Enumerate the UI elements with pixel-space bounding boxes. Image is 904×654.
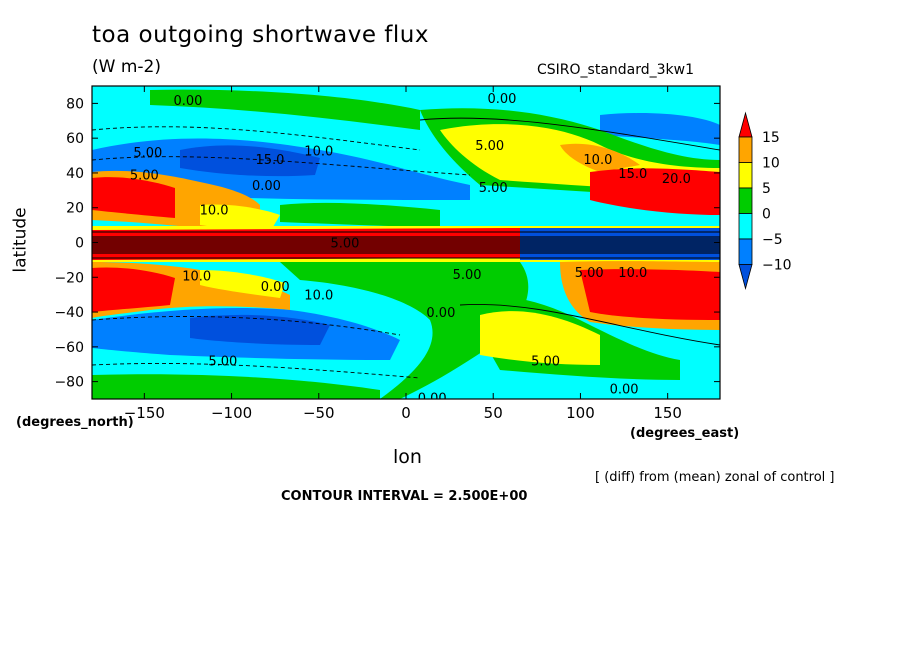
contour-label: 5.00 [531, 355, 560, 370]
colorbar-label: −10 [762, 258, 792, 274]
x-axis-label: lon [393, 446, 422, 468]
colorbar-swatch [738, 187, 753, 214]
contour-label: 5.00 [453, 268, 482, 283]
colorbar-label: 0 [762, 207, 771, 223]
colorbar-arrow-bottom [738, 264, 753, 291]
y-tick-label: 20 [66, 201, 84, 217]
y-tick-label: 60 [66, 131, 84, 147]
contour-interval: CONTOUR INTERVAL = 2.500E+00 [281, 489, 528, 504]
x-tick-label: −100 [211, 404, 252, 422]
colorbar-label: −5 [762, 232, 783, 248]
model-name: CSIRO_standard_3kw1 [537, 62, 695, 78]
contour-label: 5.00 [475, 139, 504, 154]
contour-label: 10.0 [583, 153, 612, 168]
contour-label: 0.00 [610, 383, 639, 398]
contour-label: 20.0 [662, 172, 691, 187]
contour-label: 5.00 [575, 266, 604, 281]
contour-label: 0.00 [418, 391, 447, 406]
y-ticks: 80 60 40 20 0 −20 −40 −60 −80 [54, 96, 720, 391]
x-tick-label: 0 [401, 404, 411, 422]
difference-note: [ (diff) from (mean) zonal of control ] [595, 470, 835, 485]
colorbar-label: 10 [762, 156, 780, 172]
chart-title: toa outgoing shortwave flux [92, 22, 429, 48]
colorbar: 15 10 5 0 −5 −10 [738, 111, 792, 291]
y-tick-label: 0 [75, 236, 84, 252]
y-tick-label: −40 [54, 305, 84, 321]
chart-units: (W m-2) [92, 57, 161, 77]
contour-label: 10.0 [182, 270, 211, 285]
contour-label: 0.00 [252, 179, 281, 194]
contour-label: 0.00 [173, 94, 202, 109]
y-axis-unit: (degrees_north) [16, 415, 134, 430]
y-tick-label: −60 [54, 340, 84, 356]
colorbar-arrow-top [738, 111, 753, 138]
contour-label-group: 0.00 0.00 5.00 5.00 15.0 10.0 10.0 15.0 20.0 5.00… [130, 92, 691, 406]
colorbar-swatch [738, 213, 753, 240]
contour-label: 10.0 [618, 266, 647, 281]
colorbar-swatch [738, 162, 753, 189]
x-tick-label: 150 [653, 404, 682, 422]
contour-label: 5.00 [330, 237, 359, 252]
contour-label: 5.00 [133, 146, 162, 161]
x-tick-label: 100 [566, 404, 595, 422]
contour-label: 0.00 [261, 280, 290, 295]
x-ticks: −150 −100 −50 0 50 100 150 [124, 86, 682, 422]
contour-label: 10.0 [304, 144, 333, 159]
x-tick-label: −50 [303, 404, 335, 422]
colorbar-swatch [738, 238, 753, 265]
contour-label: 5.00 [208, 355, 237, 370]
contour-label: 5.00 [130, 169, 159, 184]
contour-label: 0.00 [426, 306, 455, 321]
colorbar-swatch [738, 136, 753, 163]
contour-lines [92, 117, 720, 379]
contour-field [92, 86, 720, 399]
contour-label: 15.0 [255, 153, 284, 168]
y-tick-label: −20 [54, 270, 84, 286]
contour-label: 15.0 [618, 167, 647, 182]
x-tick-label: 50 [484, 404, 503, 422]
y-tick-label: −80 [54, 375, 84, 391]
x-tick-label: −150 [124, 404, 165, 422]
contour-label: 5.00 [479, 181, 508, 196]
x-axis-unit: (degrees_east) [630, 426, 740, 441]
contour-label: 10.0 [200, 203, 229, 218]
contour-label: 0.00 [487, 92, 516, 107]
colorbar-label: 5 [762, 181, 771, 197]
y-tick-label: 40 [66, 166, 84, 182]
colorbar-label: 15 [762, 130, 780, 146]
contour-label: 10.0 [304, 289, 333, 304]
y-tick-label: 80 [66, 96, 84, 112]
